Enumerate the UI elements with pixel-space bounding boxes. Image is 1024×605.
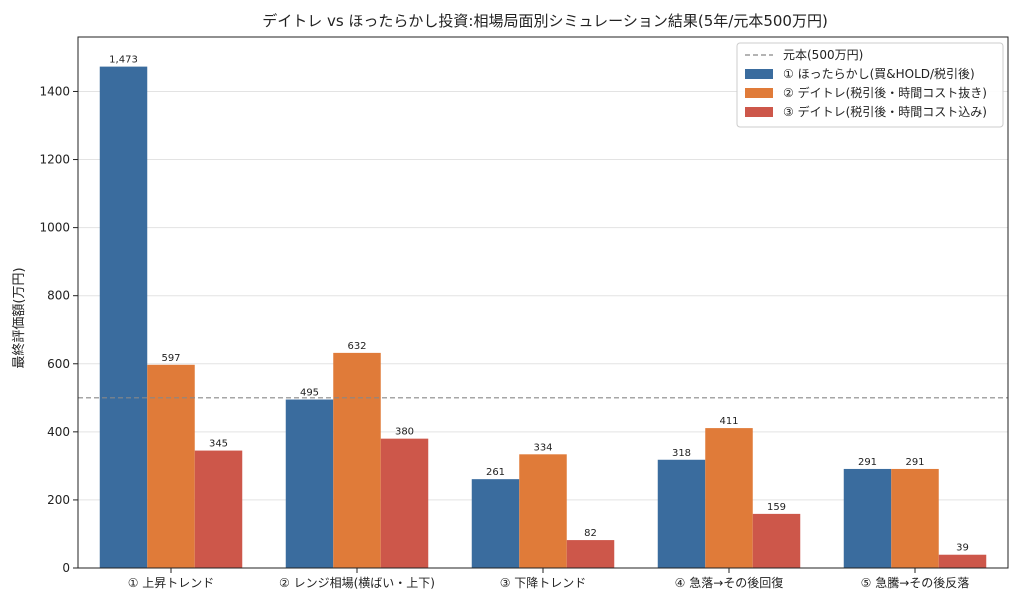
y-tick-label: 1000 — [39, 221, 70, 235]
legend-swatch — [745, 69, 773, 79]
bar — [752, 513, 801, 568]
bar-value-label: 1,473 — [109, 55, 138, 66]
y-tick-label: 800 — [47, 289, 70, 303]
plot-frame — [77, 36, 1009, 569]
bar-value-label: 495 — [300, 388, 319, 399]
legend-swatch — [745, 107, 773, 117]
bar-value-label: 334 — [533, 442, 552, 453]
bar-value-label: 159 — [767, 502, 786, 513]
y-tick-label: 200 — [47, 493, 70, 507]
bar — [519, 454, 567, 568]
bar — [705, 428, 753, 568]
y-tick-label: 1400 — [39, 84, 70, 98]
y-axis-label: 最終評価額(万円) — [11, 267, 27, 368]
bars: 1,473 597 345 495 632 380 261 334 82 318 411 159 291… — [99, 55, 987, 568]
bar-value-label: 291 — [858, 457, 877, 468]
axes: 0 200 400 600 800 1000 1200 1400 ① 上昇トレンド ② レンジ相場… — [39, 36, 1009, 590]
x-tick-label: ⑤ 急騰→その後反落 — [861, 575, 970, 590]
bar-value-label: 39 — [956, 543, 969, 554]
y-tick-label: 600 — [47, 357, 70, 371]
chart-title: デイトレ vs ほったらかし投資:相場局面別シミュレーション結果(5年/元本50… — [262, 12, 828, 30]
bar — [285, 399, 334, 568]
legend: 元本(500万円) ① ほったらかし(買&HOLD/税引後) ② デイトレ(税引後・… — [736, 42, 1004, 128]
x-tick-label: ① 上昇トレンド — [128, 576, 215, 590]
bar — [891, 468, 939, 568]
bar — [471, 479, 520, 568]
bar — [843, 468, 892, 568]
bar — [333, 352, 381, 568]
bar-value-label: 632 — [347, 341, 366, 352]
y-tick-label: 0 — [62, 561, 70, 575]
bar-value-label: 82 — [584, 528, 597, 539]
bar — [566, 540, 615, 568]
bar — [380, 438, 429, 568]
x-tick-label: ④ 急落→その後回復 — [675, 575, 784, 590]
legend-box — [736, 42, 1004, 128]
bar — [938, 554, 987, 568]
bar-value-label: 345 — [209, 439, 228, 450]
x-tick-label: ③ 下降トレンド — [500, 576, 587, 590]
legend-label: ③ デイトレ(税引後・時間コスト込み) — [783, 104, 987, 119]
bar-value-label: 597 — [161, 353, 180, 364]
y-tick-label: 1200 — [39, 153, 70, 167]
bar — [147, 364, 195, 568]
bar-value-label: 261 — [486, 467, 505, 478]
bar-value-label: 411 — [719, 416, 738, 427]
legend-swatch — [745, 88, 773, 98]
bar — [657, 459, 706, 568]
bar-value-label: 380 — [395, 427, 414, 438]
bar-value-label: 291 — [905, 457, 924, 468]
bar — [99, 66, 148, 568]
legend-label-reference: 元本(500万円) — [783, 48, 863, 62]
y-tick-label: 400 — [47, 425, 70, 439]
bar — [194, 450, 243, 568]
legend-label: ① ほったらかし(買&HOLD/税引後) — [783, 67, 975, 81]
legend-label: ② デイトレ(税引後・時間コスト抜き) — [783, 85, 987, 100]
bar-value-label: 318 — [672, 448, 691, 459]
x-tick-label: ② レンジ相場(横ばい・上下) — [279, 576, 435, 590]
